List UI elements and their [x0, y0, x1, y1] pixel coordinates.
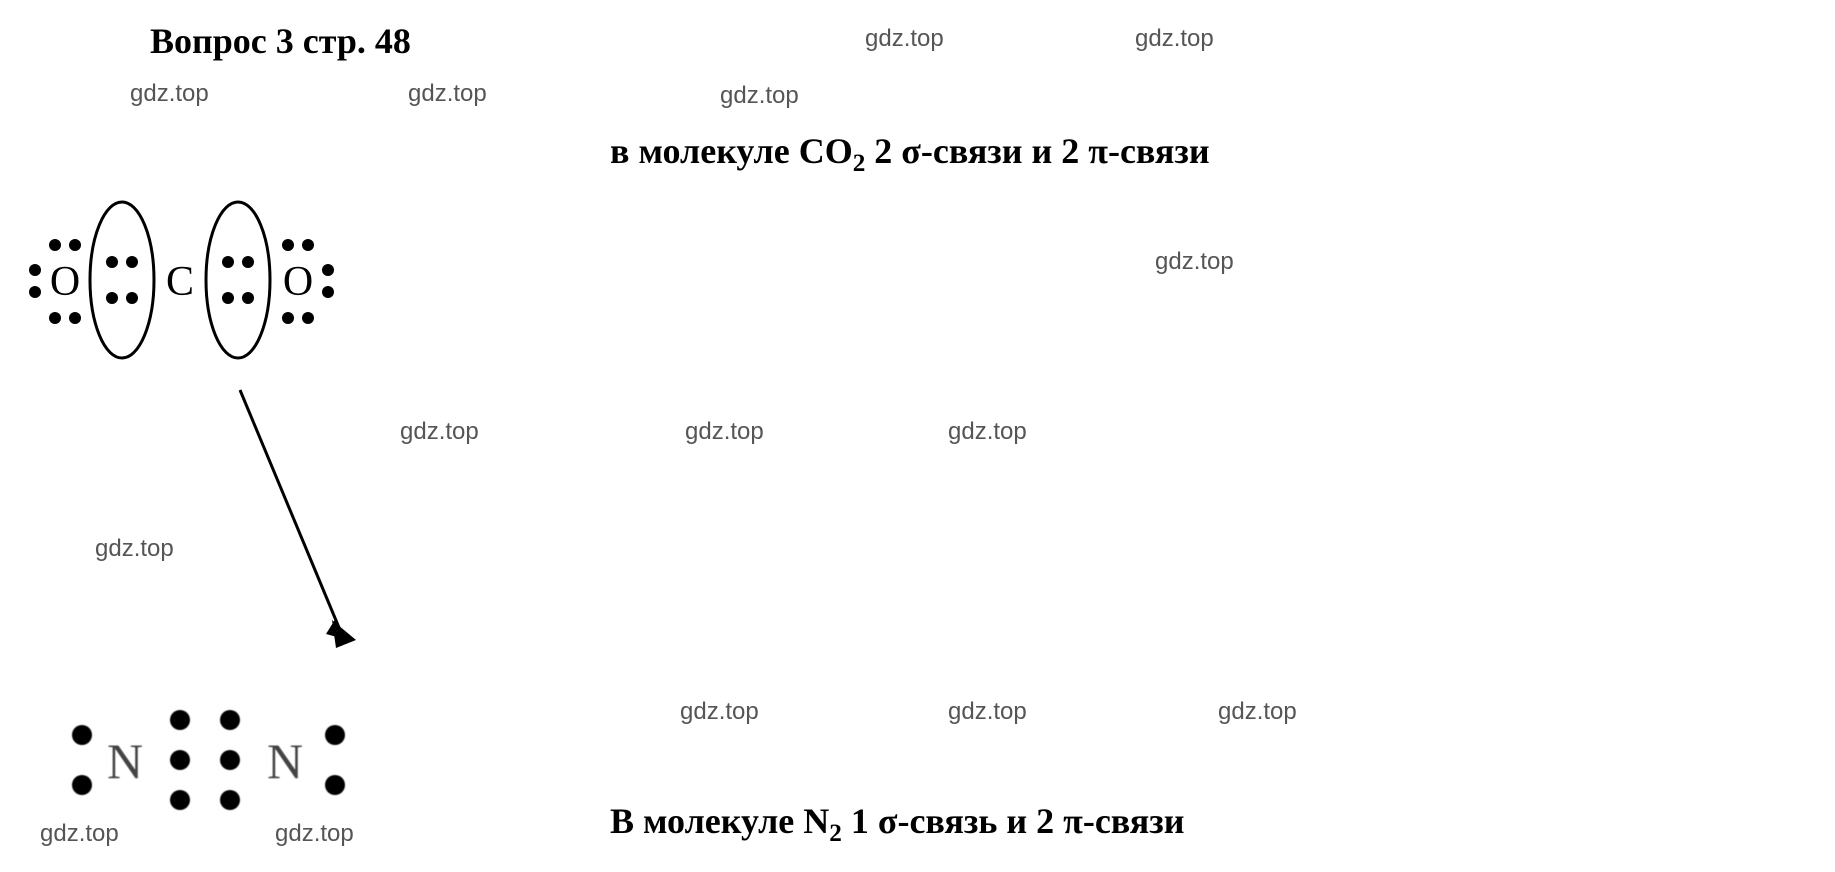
- n2-sub: 2: [829, 820, 842, 847]
- watermark: gdz.top: [865, 25, 944, 53]
- bond-oval-left: [90, 202, 154, 358]
- dot: [282, 239, 294, 251]
- dot: [282, 312, 294, 324]
- dot: [126, 256, 138, 268]
- co2-description: в молекуле CO2 2 σ-связи и 2 π-связи: [610, 130, 1210, 178]
- n2-lewis-diagram: N N: [60, 690, 380, 830]
- dot: [325, 725, 345, 745]
- watermark: gdz.top: [680, 698, 759, 726]
- dot: [49, 312, 61, 324]
- co2-rest: 2 σ-связи и 2 π-связи: [865, 131, 1209, 171]
- dot: [29, 264, 41, 276]
- dot: [29, 286, 41, 298]
- arrow-head-icon: [332, 620, 362, 650]
- arrow-icon: [230, 380, 370, 660]
- dot: [302, 239, 314, 251]
- dot: [220, 750, 240, 770]
- dot: [220, 790, 240, 810]
- dot: [222, 292, 234, 304]
- dot: [170, 750, 190, 770]
- dot: [322, 264, 334, 276]
- dot: [106, 256, 118, 268]
- watermark: gdz.top: [408, 80, 487, 108]
- atom-N-right: N: [267, 733, 303, 789]
- dot: [69, 239, 81, 251]
- watermark: gdz.top: [400, 418, 479, 446]
- dot: [322, 286, 334, 298]
- n2-description: В молекуле N2 1 σ-связь и 2 π-связи: [610, 800, 1184, 848]
- dot: [72, 775, 92, 795]
- arrow-line: [240, 390, 340, 630]
- dot: [242, 292, 254, 304]
- dot: [72, 725, 92, 745]
- dot: [242, 256, 254, 268]
- co2-sub: 2: [853, 150, 866, 177]
- dot: [222, 256, 234, 268]
- atom-C: C: [166, 259, 194, 305]
- dot: [49, 239, 61, 251]
- watermark: gdz.top: [720, 82, 799, 110]
- watermark: gdz.top: [1155, 248, 1234, 276]
- dot: [69, 312, 81, 324]
- dot: [170, 790, 190, 810]
- bond-oval-right: [206, 202, 270, 358]
- n2-rest: 1 σ-связь и 2 π-связи: [842, 801, 1185, 841]
- dot: [170, 710, 190, 730]
- page-root: Вопрос 3 стр. 48 gdz.top gdz.top gdz.top gd…: [0, 0, 1835, 872]
- n2-prefix: В молекуле N: [610, 801, 829, 841]
- watermark: gdz.top: [948, 698, 1027, 726]
- dot: [325, 775, 345, 795]
- dot: [126, 292, 138, 304]
- watermark: gdz.top: [685, 418, 764, 446]
- watermark: gdz.top: [130, 80, 209, 108]
- watermark: gdz.top: [948, 418, 1027, 446]
- atom-O-right: O: [283, 259, 313, 305]
- atom-N-left: N: [107, 733, 143, 789]
- dot: [220, 710, 240, 730]
- page-title: Вопрос 3 стр. 48: [150, 20, 411, 62]
- co2-lewis-diagram: O C O: [20, 180, 380, 380]
- watermark: gdz.top: [1135, 25, 1214, 53]
- watermark: gdz.top: [95, 535, 174, 563]
- dot: [302, 312, 314, 324]
- dot: [106, 292, 118, 304]
- title-text: Вопрос 3 стр. 48: [150, 21, 411, 61]
- atom-O-left: O: [50, 259, 80, 305]
- watermark: gdz.top: [1218, 698, 1297, 726]
- co2-prefix: в молекуле CO: [610, 131, 853, 171]
